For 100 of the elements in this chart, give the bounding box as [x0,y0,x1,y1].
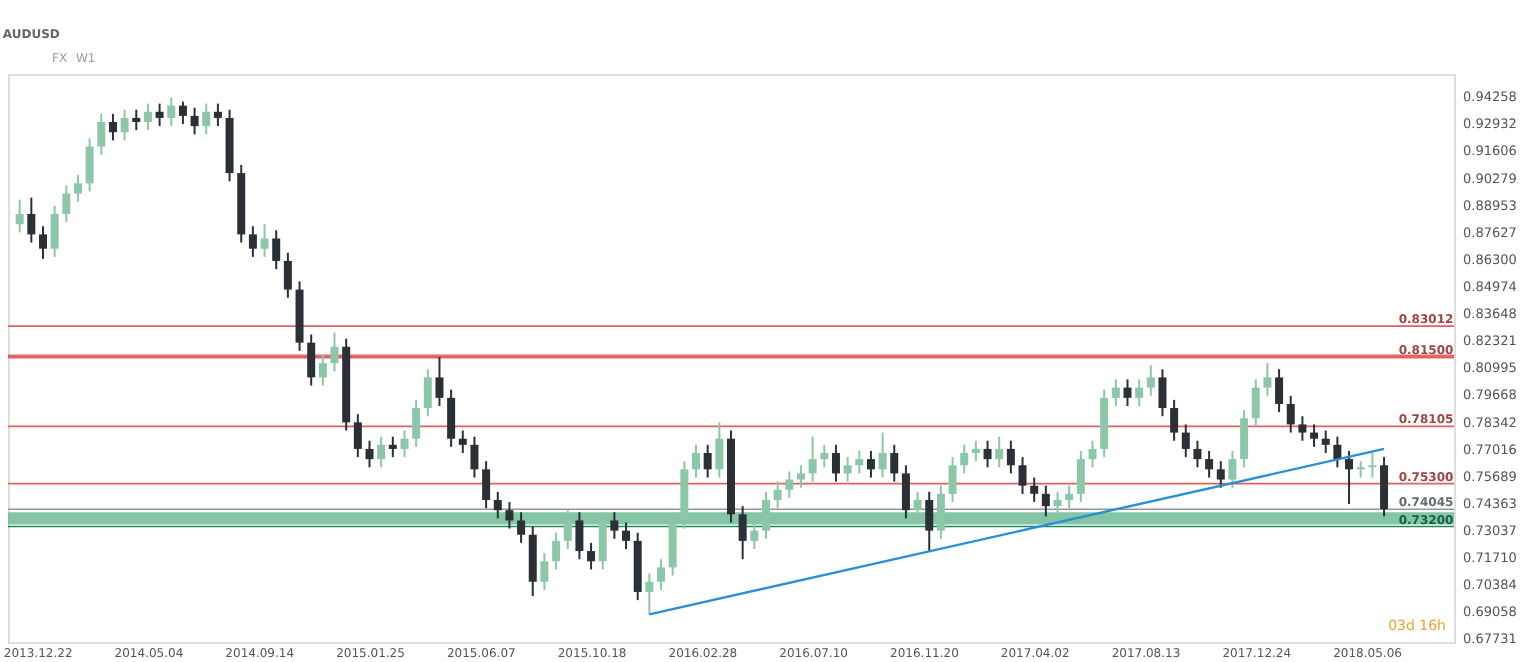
candlestick [377,435,386,469]
candlestick [1088,439,1097,469]
candlestick [878,431,887,479]
candlestick [738,505,747,561]
candlestick [50,204,59,258]
candlestick [1263,362,1272,397]
candlestick [143,102,152,132]
candlestick [622,521,631,551]
candlestick [575,511,584,561]
candlestick [785,470,794,499]
candlestick [330,331,339,373]
candlestick [1135,378,1144,408]
candlestick [353,413,362,459]
candlestick [692,443,701,479]
candlestick [820,443,829,469]
candlestick [1158,368,1167,418]
candlestick [97,112,106,156]
candlestick [773,480,782,510]
candlestick [1041,484,1050,518]
candlestick [388,435,397,459]
candlestick [213,102,222,128]
candlestick [995,435,1004,469]
candlestick [761,490,770,540]
candlestick [1380,456,1389,518]
candlestick [1205,449,1214,479]
candlestick [925,490,934,553]
candlestick [668,511,677,577]
candlestick [1240,409,1249,469]
candlestick [1368,452,1377,479]
candlestick [610,511,619,540]
candlestick [1146,364,1155,397]
candlestick [808,435,817,483]
candlestick [1310,423,1319,448]
candlestick [1053,490,1062,516]
candlestick [971,439,980,463]
candlestick [85,137,94,193]
candlestick [540,552,549,591]
candlestick [248,225,257,258]
candlestick [27,196,36,244]
candlestick [493,490,502,520]
candlestick [528,525,537,598]
candlestick [1228,449,1237,489]
candlestick [167,96,176,128]
candlestick [307,333,316,387]
candlestick [1193,439,1202,469]
candlestick [260,223,269,258]
candlestick [1321,429,1330,455]
candlestick [960,443,969,475]
candlestick [482,460,491,510]
candlestick [1345,449,1354,506]
candlestick [15,198,24,234]
candlestick [447,388,456,448]
candlestick [318,353,327,387]
candlestick [470,435,479,479]
candlestick [657,558,666,591]
candlestick [983,439,992,469]
candlestick [890,443,899,483]
candlestick [1181,423,1190,459]
candlestick [1356,460,1365,479]
candlestick [703,443,712,479]
candlestick [423,368,432,418]
candlestick [715,421,724,479]
candlestick [645,572,654,616]
candlestick [283,251,292,299]
candlestick [1065,484,1074,510]
candlestick [901,464,910,520]
candlestick [563,509,572,551]
candlestick [1333,435,1342,469]
candlestick [1018,456,1027,495]
candlestick [1076,449,1085,504]
candlestick [598,511,607,571]
candlestick [1298,415,1307,442]
candlestick [948,456,957,504]
candlestick [750,521,759,551]
candlestick [1216,460,1225,489]
candlestick [936,484,945,540]
candlestick [843,456,852,483]
candlestick [517,511,526,544]
candlestick [412,398,421,448]
candlestick [796,464,805,489]
candlestick [190,106,199,136]
candlestick [38,225,47,260]
candlestick [1123,378,1132,408]
candlestick [866,449,875,479]
candlestick [552,531,561,571]
candlestick [272,229,281,271]
candlestick [365,439,374,469]
candlestick [1006,439,1015,475]
candlestick [587,541,596,571]
candlestick [120,108,129,142]
candlestick [458,429,467,455]
candlestick [1286,394,1295,434]
candlestick [178,100,187,126]
candlestick [108,112,117,142]
candlestick [202,102,211,136]
candlestick [155,102,164,128]
candlestick [855,449,864,475]
candlestick [1275,368,1284,414]
candlestick [1111,378,1120,408]
candlestick [132,108,141,132]
